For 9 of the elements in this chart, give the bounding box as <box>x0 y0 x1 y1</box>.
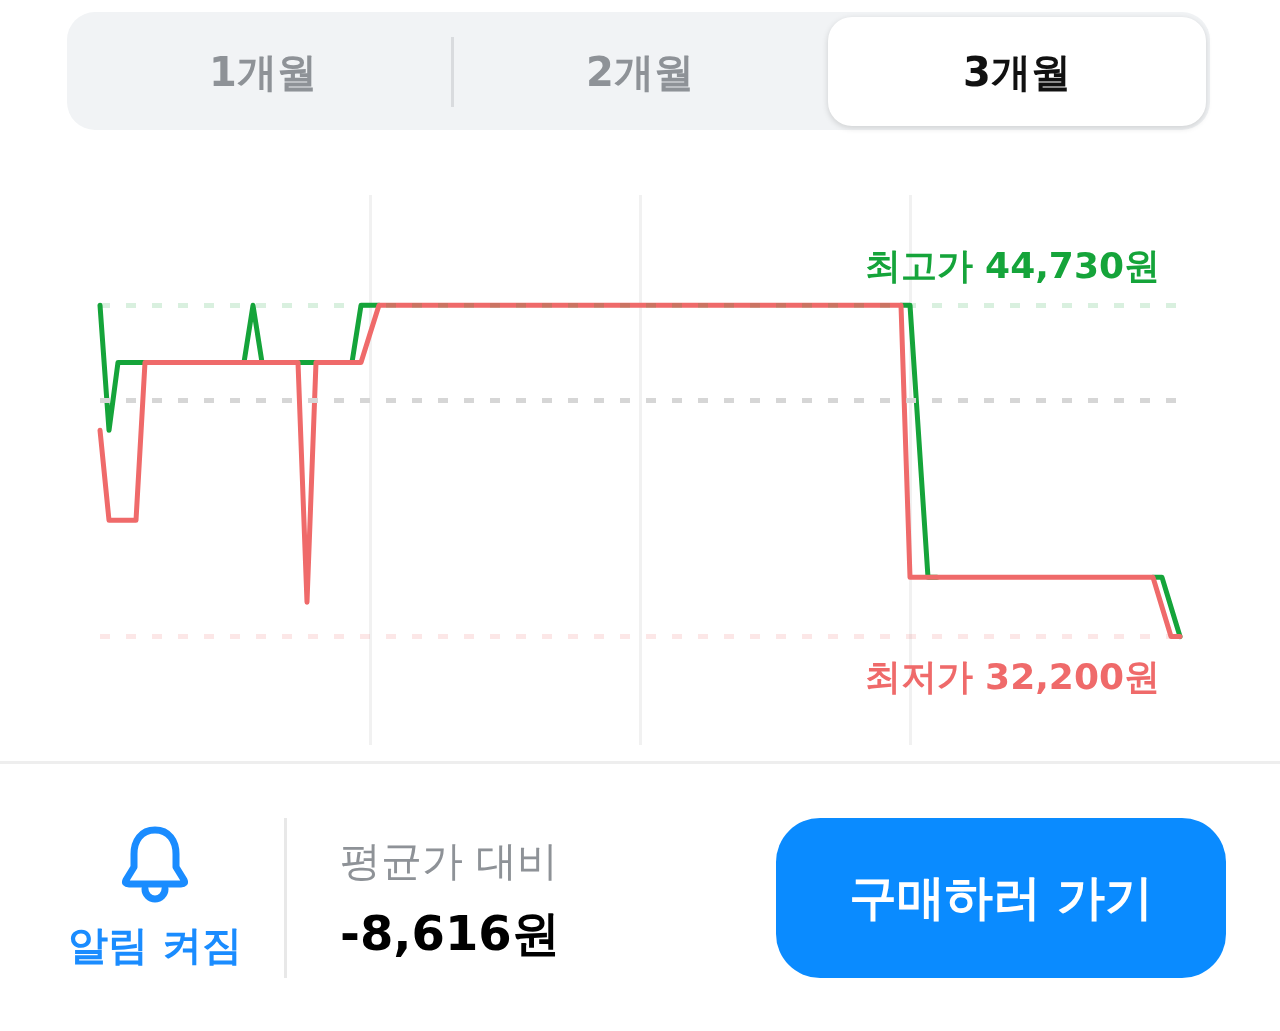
text: 3개월 <box>963 49 1071 95</box>
text: 2개월 <box>586 49 694 95</box>
text: 1개월 <box>209 49 317 95</box>
button: 구매하러 가기 <box>776 818 1226 978</box>
ref-line-label: 최저가 32,200원 <box>864 656 1160 698</box>
text: 알림 켜짐 <box>68 922 242 968</box>
text: -8,616원 <box>340 905 560 961</box>
text: 평균가 대비 <box>340 837 559 885</box>
ref-line-label: 최고가 44,730원 <box>864 244 1160 286</box>
